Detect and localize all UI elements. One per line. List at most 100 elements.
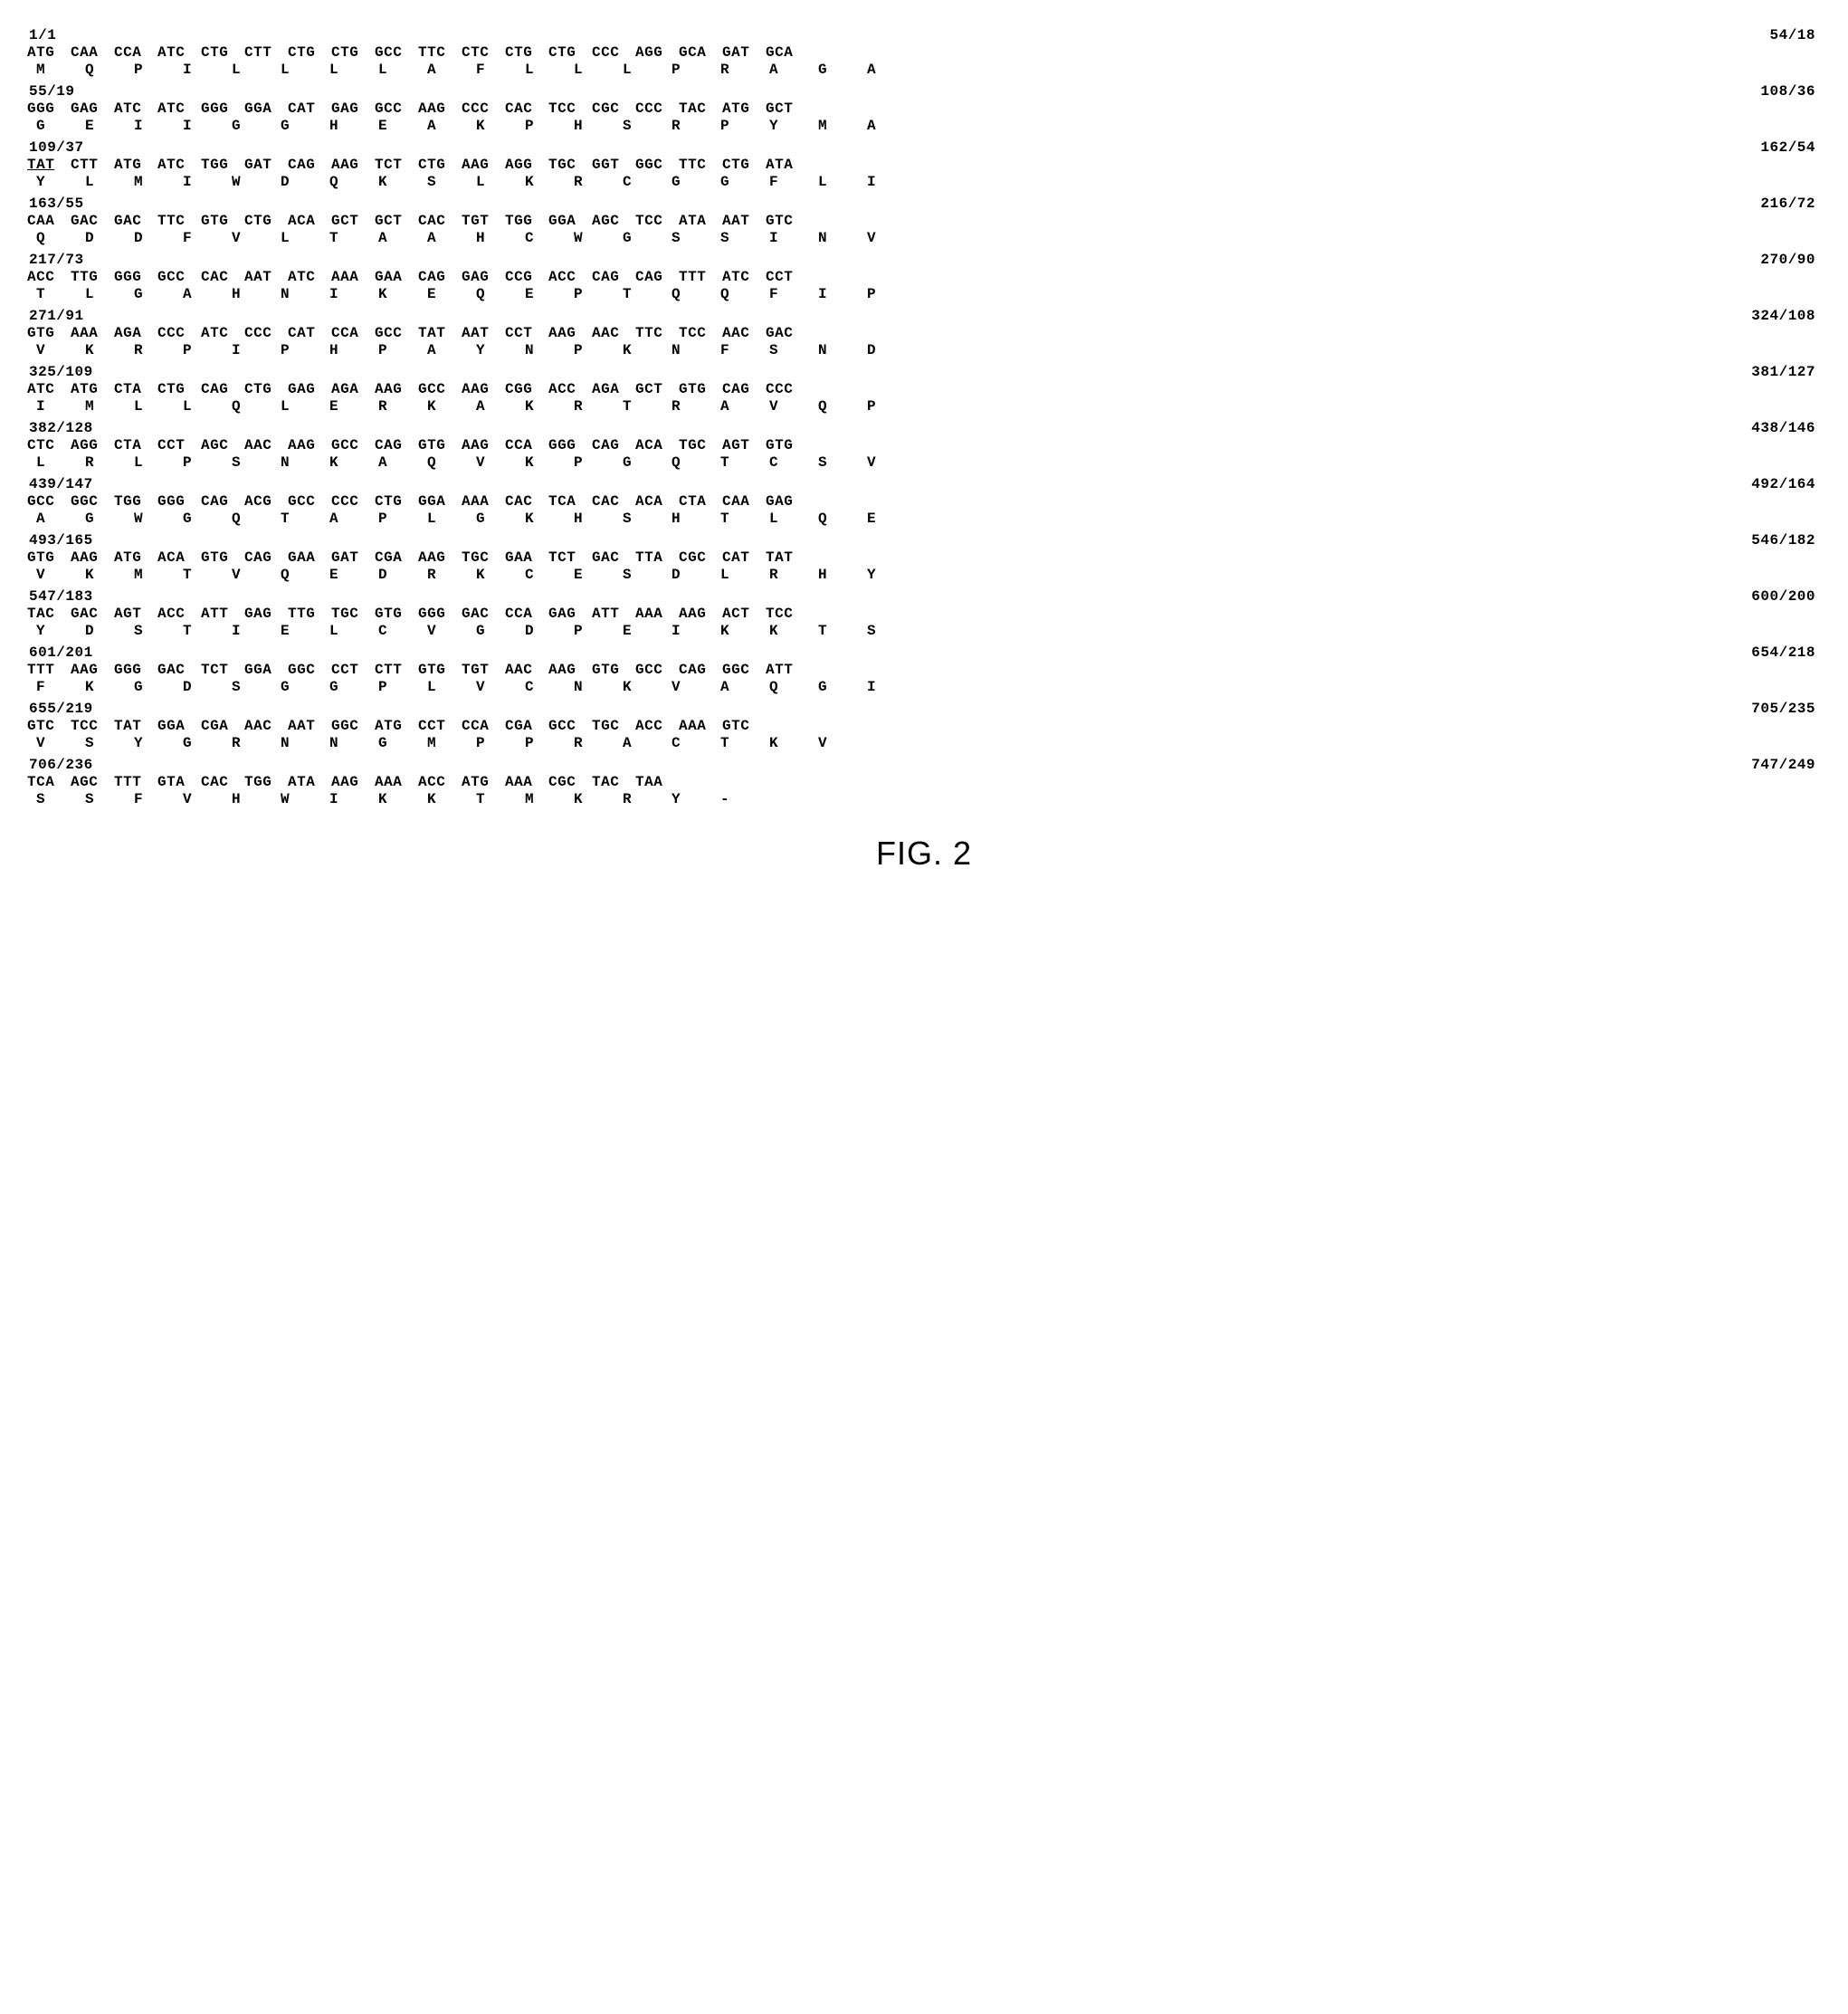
codon: GCA (679, 44, 722, 61)
amino-acid: G (614, 454, 662, 471)
codon: GAA (375, 269, 418, 285)
amino-acid: I (125, 118, 174, 134)
amino-acid: P (662, 62, 711, 78)
codon: GAC (114, 213, 157, 229)
amino-acid: V (27, 342, 76, 358)
amino-acid: H (320, 342, 369, 358)
amino-acid: K (760, 623, 809, 639)
codon: AAC (722, 325, 766, 341)
position-row: 163/55216/72 (27, 196, 1821, 212)
position-end: 162/54 (92, 139, 1821, 156)
codon: ACA (635, 437, 679, 453)
codon: CAT (288, 100, 331, 117)
codon: TAT (766, 549, 809, 566)
codon-row: ATCATGCTACTGCAGCTGGAGAGAAAGGCCAAGCGGACCA… (27, 381, 1821, 397)
amino-acid: K (516, 454, 565, 471)
codon: GTC (722, 718, 766, 734)
codon: TAT (418, 325, 462, 341)
codon: TTG (71, 269, 114, 285)
codon: AAC (505, 662, 548, 678)
codon: GAC (592, 549, 635, 566)
codon: CCT (505, 325, 548, 341)
codon: GTG (27, 325, 71, 341)
amino-acid: V (27, 567, 76, 583)
codon: CAG (635, 269, 679, 285)
amino-acid: W (125, 511, 174, 527)
amino-acid: N (565, 679, 614, 695)
codon: GCC (375, 325, 418, 341)
amino-acid: P (565, 623, 614, 639)
codon: CCC (331, 493, 375, 510)
amino-acid: D (174, 679, 223, 695)
amino-acid: A (711, 679, 760, 695)
codon: CGA (505, 718, 548, 734)
codon: TCC (679, 325, 722, 341)
codon: ATC (27, 381, 71, 397)
codon: AGC (592, 213, 635, 229)
codon: GGA (157, 718, 201, 734)
position-row: 655/219705/235 (27, 701, 1821, 717)
amino-acid: S (614, 118, 662, 134)
amino-acid: R (760, 567, 809, 583)
codon: CTA (114, 437, 157, 453)
amino-acid: E (271, 623, 320, 639)
amino-acid: H (809, 567, 858, 583)
amino-acid: K (76, 567, 125, 583)
codon: GCC (331, 437, 375, 453)
amino-acid: P (516, 735, 565, 751)
codon: CAC (505, 100, 548, 117)
amino-acid: K (467, 567, 516, 583)
amino-acid: W (223, 174, 271, 190)
amino-acid: I (320, 791, 369, 807)
codon: ACA (635, 493, 679, 510)
codon: AAG (462, 437, 505, 453)
amino-acid: K (369, 791, 418, 807)
amino-acid: A (614, 735, 662, 751)
codon: AAG (548, 325, 592, 341)
amino-acid-row: YDSTIELCVGDPEIKKTS (27, 623, 1821, 639)
amino-acid: E (614, 623, 662, 639)
amino-acid: L (76, 286, 125, 302)
codon: CCA (114, 44, 157, 61)
codon: CAG (679, 662, 722, 678)
codon: CAG (418, 269, 462, 285)
amino-acid: H (467, 230, 516, 246)
codon: CTG (722, 157, 766, 173)
codon: CCT (418, 718, 462, 734)
amino-acid: V (858, 230, 907, 246)
codon: CCT (157, 437, 201, 453)
amino-acid: L (809, 174, 858, 190)
position-end: 381/127 (92, 364, 1821, 380)
amino-acid: L (369, 62, 418, 78)
codon: GGC (71, 493, 114, 510)
codon: AGG (505, 157, 548, 173)
amino-acid: G (223, 118, 271, 134)
codon: CTG (157, 381, 201, 397)
codon (766, 774, 809, 790)
codon: GGA (244, 662, 288, 678)
amino-acid: A (369, 454, 418, 471)
amino-acid: P (565, 454, 614, 471)
amino-acid: G (174, 735, 223, 751)
amino-acid: Y (662, 791, 711, 807)
amino-acid: G (369, 735, 418, 751)
amino-acid: R (565, 735, 614, 751)
amino-acid: M (27, 62, 76, 78)
position-end: 324/108 (92, 308, 1821, 324)
amino-acid: C (662, 735, 711, 751)
codon: AAA (71, 325, 114, 341)
position-row: 382/128438/146 (27, 420, 1821, 436)
amino-acid: H (320, 118, 369, 134)
codon-row: GTCTCCTATGGACGAAACAATGGCATGCCTCCACGAGCCT… (27, 718, 1821, 734)
amino-acid: K (614, 679, 662, 695)
amino-acid: L (418, 679, 467, 695)
codon: ATC (157, 100, 201, 117)
amino-acid: L (320, 62, 369, 78)
codon: TAC (679, 100, 722, 117)
codon: TTT (679, 269, 722, 285)
codon: CAA (722, 493, 766, 510)
amino-acid: T (271, 511, 320, 527)
position-row: 439/147492/164 (27, 476, 1821, 492)
codon: GGT (592, 157, 635, 173)
amino-acid: M (76, 398, 125, 415)
